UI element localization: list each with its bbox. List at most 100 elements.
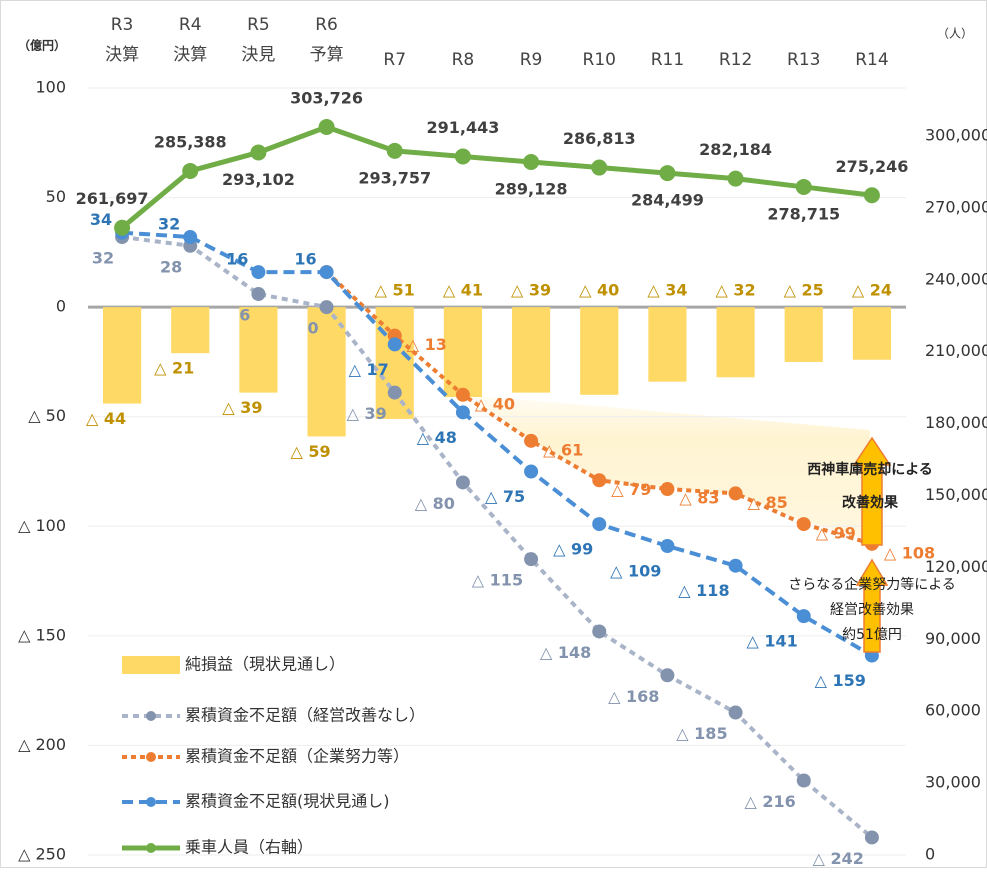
y-tick-label: △ 50 (28, 406, 66, 425)
data-label: △ 44 (86, 409, 126, 428)
x-tick-label: R9 (520, 50, 543, 70)
y-tick-label: △ 200 (18, 735, 66, 754)
data-label: △ 159 (815, 671, 866, 690)
point (660, 668, 675, 683)
data-label: △ 13 (407, 335, 447, 354)
data-label: 34 (90, 210, 112, 229)
point (251, 265, 266, 280)
point (795, 178, 812, 195)
x-tick-label: R4 (179, 15, 202, 35)
point (455, 405, 470, 420)
point (728, 486, 743, 501)
legend-label: 累積資金不足額（企業努力等） (185, 747, 409, 766)
series-line (121, 230, 873, 658)
annotation: 西神車庫売却による (807, 461, 933, 478)
data-label: △ 59 (291, 442, 331, 461)
series-line (120, 124, 873, 230)
data-label: △ 17 (349, 360, 389, 379)
point (659, 165, 676, 182)
point (387, 385, 402, 400)
data-label: △ 108 (884, 543, 935, 562)
data-label: 275,246 (835, 157, 908, 176)
x-tick-label: R10 (583, 50, 616, 70)
point (251, 286, 266, 301)
data-label: 278,715 (767, 204, 840, 223)
y2-tick-label: 60,000 (925, 701, 981, 720)
data-label: △ 79 (611, 480, 651, 499)
bar (102, 307, 142, 404)
y-tick-label: △ 100 (18, 516, 66, 535)
x-tick-label: R11 (651, 50, 684, 70)
x-tick-label: R12 (719, 50, 752, 70)
point (387, 337, 402, 352)
data-label: 32 (158, 215, 180, 234)
data-label: △ 168 (608, 687, 659, 706)
legend-swatch (122, 656, 180, 674)
data-label: 291,443 (426, 118, 499, 137)
data-label: △ 109 (610, 562, 661, 581)
bar (648, 307, 687, 382)
annotation: さらなる企業努力等による (788, 576, 956, 593)
x-tick-label: R13 (787, 50, 820, 70)
data-label: △ 75 (485, 487, 525, 506)
point (660, 482, 675, 497)
data-label: △ 48 (417, 428, 457, 447)
y2-tick-label: 300,000 (925, 125, 987, 144)
y-tick-label: △ 150 (18, 625, 66, 644)
data-label: 282,184 (699, 140, 772, 159)
bars (102, 307, 892, 437)
point (796, 773, 811, 788)
data-label: △ 99 (553, 540, 593, 559)
data-label: △ 39 (511, 281, 551, 300)
data-label: △ 32 (716, 281, 756, 300)
point (660, 539, 675, 554)
y2-tick-label: 150,000 (925, 485, 987, 504)
data-label: 6 (239, 305, 250, 324)
point (592, 517, 607, 532)
legend-marker (146, 797, 156, 807)
arrow (852, 436, 892, 546)
data-label: △ 185 (676, 724, 727, 743)
y2-tick-label: 240,000 (925, 269, 987, 288)
point (524, 433, 539, 448)
x-tick-label: R14 (855, 50, 888, 70)
series-line (121, 235, 874, 840)
x-tick-label: R7 (383, 50, 406, 70)
bar (375, 307, 414, 419)
y2-tick-label: 30,000 (925, 773, 981, 792)
bar (716, 307, 755, 378)
x-tick-sublabel: 決算 (105, 45, 139, 65)
point (727, 170, 744, 187)
y2-tick-label: 180,000 (925, 413, 987, 432)
point (592, 624, 607, 639)
point (524, 464, 539, 479)
data-label: △ 34 (647, 281, 687, 300)
data-label: 0 (307, 319, 318, 338)
point (592, 473, 607, 488)
data-label: △ 40 (579, 281, 619, 300)
data-label: △ 148 (540, 643, 591, 662)
y2-tick-label: 120,000 (925, 557, 987, 576)
data-label: 303,726 (290, 89, 363, 108)
x-tick-label: R3 (111, 15, 134, 35)
annotations: 西神車庫売却による 改善効果 さらなる企業努力等による 経営改善効果 約51億円 (788, 436, 956, 653)
unit-right: （人） (937, 27, 973, 41)
legend-label: 累積資金不足額(現状見通し) (185, 792, 390, 811)
data-label: 284,499 (631, 191, 704, 210)
x-tick-label: R5 (247, 15, 270, 35)
data-label: 289,128 (495, 179, 568, 198)
annotation: 改善効果 (842, 494, 899, 511)
point (728, 558, 743, 573)
point (591, 159, 608, 176)
legend-marker (146, 711, 156, 721)
bar (580, 307, 619, 395)
data-label: △ 51 (375, 281, 415, 300)
y-tick-label: 100 (35, 78, 66, 97)
x-tick-label: R8 (452, 50, 475, 70)
data-label: 16 (294, 250, 316, 269)
data-label: 293,102 (222, 170, 295, 189)
point (523, 153, 540, 170)
bar (239, 307, 278, 393)
data-label: △ 85 (748, 493, 788, 512)
data-label: △ 24 (852, 281, 892, 300)
